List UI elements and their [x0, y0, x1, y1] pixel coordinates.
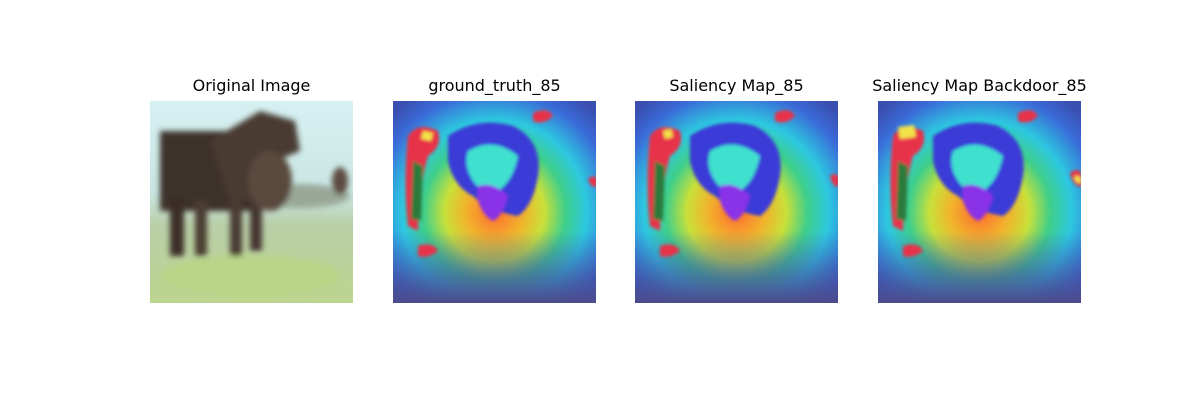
saliency-map-heatmap-image — [635, 101, 838, 303]
original-horse-image — [150, 101, 353, 303]
panel-title: Saliency Map Backdoor_85 — [872, 76, 1087, 95]
panel-title: ground_truth_85 — [428, 76, 561, 95]
panel-title: Original Image — [192, 76, 311, 95]
panel-title: Saliency Map_85 — [669, 76, 804, 95]
saliency-backdoor-heatmap-image — [878, 101, 1081, 303]
ground-truth-heatmap-image — [393, 101, 596, 303]
